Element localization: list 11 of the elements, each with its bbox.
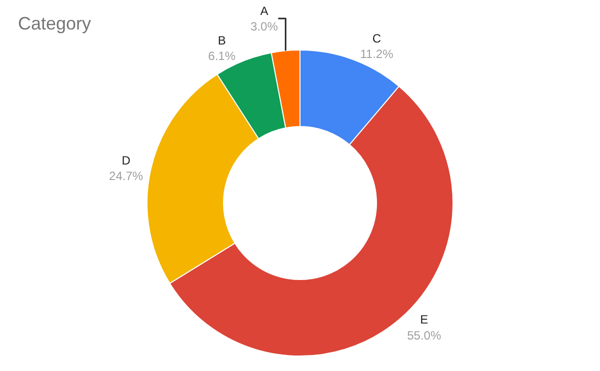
slice-label: D: [122, 154, 131, 168]
slice-label: C: [372, 32, 382, 46]
chart-title: Category: [18, 13, 92, 34]
slice-label: A: [260, 4, 268, 18]
data-label: 55.0%: [407, 328, 442, 342]
data-label: 11.2%: [360, 47, 394, 62]
data-label: 6.1%: [208, 48, 236, 63]
data-label: 3.0%: [250, 19, 278, 34]
slice-label: B: [218, 33, 226, 48]
slice-label: E: [420, 312, 428, 327]
data-label: 24.7%: [109, 169, 144, 184]
